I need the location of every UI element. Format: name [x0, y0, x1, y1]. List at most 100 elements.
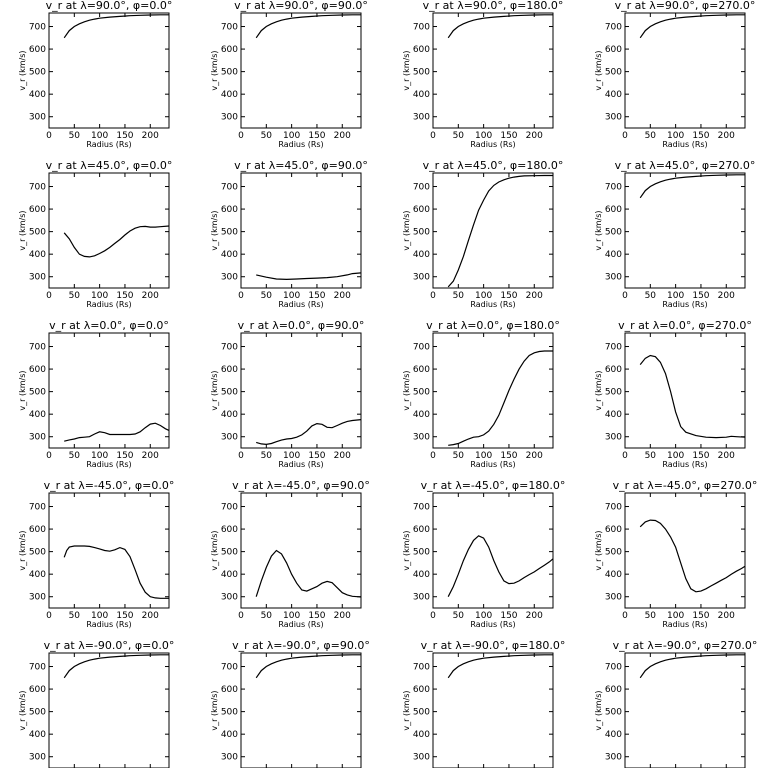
x-tick-label: 100 — [91, 291, 108, 301]
x-tick-label: 50 — [261, 131, 273, 141]
series-line — [256, 419, 362, 446]
x-tick-label: 0 — [46, 611, 52, 621]
plot-frame — [48, 332, 170, 449]
y-tick-label: 500 — [29, 708, 46, 718]
y-tick-label: 400 — [413, 250, 430, 260]
y-tick-label: 500 — [221, 708, 238, 718]
x-tick-label: 150 — [308, 611, 325, 621]
x-tick-label: 150 — [308, 451, 325, 461]
y-tick-label: 400 — [29, 730, 46, 740]
y-axis-label: v_r (km/s) — [210, 690, 219, 730]
y-tick-label: 500 — [413, 228, 430, 238]
x-tick-label: 200 — [526, 451, 543, 461]
x-tick-label: 0 — [238, 291, 244, 301]
series-line — [639, 519, 746, 593]
y-axis-label: v_r (km/s) — [402, 370, 411, 410]
panel-title: v_r at λ=0.0°, φ=180.0° — [426, 319, 560, 332]
panel-3-0: v_r at λ=-45.0°, φ=0.0° 0 50 100 150 200 300 40… — [18, 479, 174, 629]
x-tick-label: 0 — [46, 451, 52, 461]
y-tick-label: 700 — [29, 23, 46, 33]
x-tick-label: 100 — [475, 451, 492, 461]
x-tick-label: 100 — [283, 451, 300, 461]
y-tick-label: 500 — [221, 388, 238, 398]
panel-4-1: v_r at λ=-90.0°, φ=90.0°0501001502003004… — [210, 639, 370, 768]
y-tick-label: 600 — [221, 525, 238, 535]
x-tick-label: 50 — [261, 451, 273, 461]
plot-frame — [240, 172, 362, 289]
y-tick-label: 300 — [605, 753, 622, 763]
y-tick-label: 600 — [29, 45, 46, 55]
y-tick-label: 300 — [605, 273, 622, 283]
y-tick-label: 300 — [413, 593, 430, 603]
x-axis-label: Radius (Rs) — [470, 620, 515, 629]
y-tick-label: 700 — [221, 343, 238, 353]
plot-frame — [48, 12, 170, 129]
y-axis-label: v_r (km/s) — [18, 210, 27, 250]
y-tick-label: 500 — [29, 68, 46, 78]
series-line — [64, 422, 170, 442]
x-tick-label: 100 — [667, 131, 684, 141]
y-tick-label: 700 — [29, 343, 46, 353]
series-line — [447, 535, 554, 597]
series-line — [255, 549, 362, 598]
y-tick-label: 500 — [29, 548, 46, 558]
y-tick-label: 600 — [605, 365, 622, 375]
y-tick-label: 700 — [605, 503, 622, 513]
x-tick-label: 150 — [500, 451, 517, 461]
plot-frame — [432, 492, 554, 609]
y-axis-label: v_r (km/s) — [594, 530, 603, 570]
y-tick-label: 400 — [605, 410, 622, 420]
x-tick-label: 100 — [667, 611, 684, 621]
y-tick-label: 500 — [29, 228, 46, 238]
y-tick-label: 700 — [29, 503, 46, 513]
y-tick-label: 300 — [29, 273, 46, 283]
y-axis-label: v_r (km/s) — [402, 690, 411, 730]
x-tick-label: 50 — [69, 291, 81, 301]
x-tick-label: 0 — [238, 451, 244, 461]
y-tick-label: 300 — [413, 273, 430, 283]
x-tick-label: 100 — [91, 451, 108, 461]
y-axis-label: v_r (km/s) — [18, 690, 27, 730]
y-tick-label: 700 — [413, 503, 430, 513]
y-tick-label: 400 — [29, 90, 46, 100]
y-tick-label: 300 — [29, 113, 46, 123]
panel-title: v_r at λ=0.0°, φ=90.0° — [238, 319, 365, 332]
x-axis-label: Radius (Rs) — [662, 140, 707, 149]
y-tick-label: 700 — [605, 183, 622, 193]
x-tick-label: 50 — [645, 131, 657, 141]
x-tick-label: 100 — [475, 291, 492, 301]
x-tick-label: 50 — [453, 451, 465, 461]
y-axis-label: v_r (km/s) — [402, 50, 411, 90]
plot-frame — [432, 172, 554, 289]
panel-0-2: v_r at λ=90.0°, φ=180.0° 0 50 100 150 200 300 4… — [402, 0, 563, 149]
x-tick-label: 200 — [718, 451, 735, 461]
y-tick-label: 400 — [605, 730, 622, 740]
x-tick-label: 200 — [142, 611, 159, 621]
x-tick-label: 0 — [430, 451, 436, 461]
x-tick-label: 100 — [475, 611, 492, 621]
y-tick-label: 400 — [221, 570, 238, 580]
x-tick-label: 200 — [526, 291, 543, 301]
panel-2-1: v_r at λ=0.0°, φ=90.0° 0 50 100 150 200 300 400… — [210, 319, 364, 469]
x-tick-label: 150 — [692, 451, 709, 461]
x-axis-label: Radius (Rs) — [278, 300, 323, 309]
y-tick-label: 500 — [605, 68, 622, 78]
y-tick-label: 400 — [221, 90, 238, 100]
x-tick-label: 150 — [308, 291, 325, 301]
y-axis-label: v_r (km/s) — [210, 210, 219, 250]
panel-title: v_r at λ=45.0°, φ=0.0° — [46, 159, 173, 172]
plot-frame — [624, 652, 746, 768]
y-tick-label: 400 — [413, 90, 430, 100]
y-tick-label: 400 — [413, 570, 430, 580]
y-tick-label: 700 — [413, 343, 430, 353]
x-tick-label: 0 — [46, 291, 52, 301]
plot-frame — [432, 652, 554, 768]
plot-frame — [624, 172, 746, 289]
x-tick-label: 150 — [116, 291, 133, 301]
series-line — [255, 654, 361, 679]
y-axis-label: v_r (km/s) — [594, 210, 603, 250]
y-tick-label: 300 — [221, 593, 238, 603]
panel-title: v_r at λ=90.0°, φ=180.0° — [423, 0, 564, 12]
series-line — [63, 654, 169, 679]
